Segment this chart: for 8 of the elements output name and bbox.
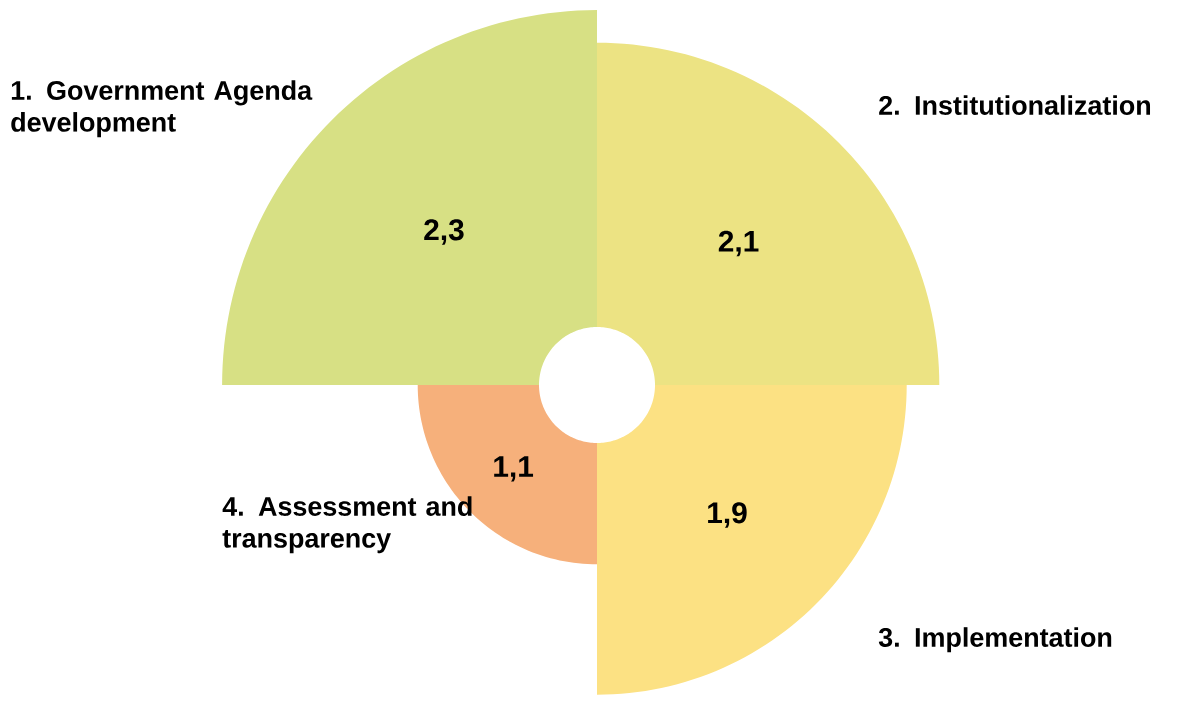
category-label: 3. Implementation [878, 627, 1112, 653]
category-label: 4. Assessment and transparency [222, 496, 472, 554]
data-label: 2,3 [424, 219, 464, 245]
category-label: 1. Government Agenda development [11, 80, 313, 138]
data-label: 1,9 [708, 502, 747, 528]
data-label: 2,1 [718, 230, 759, 257]
data-label: 1,1 [494, 456, 534, 482]
category-label: 2. Institutionalization [879, 95, 1151, 115]
